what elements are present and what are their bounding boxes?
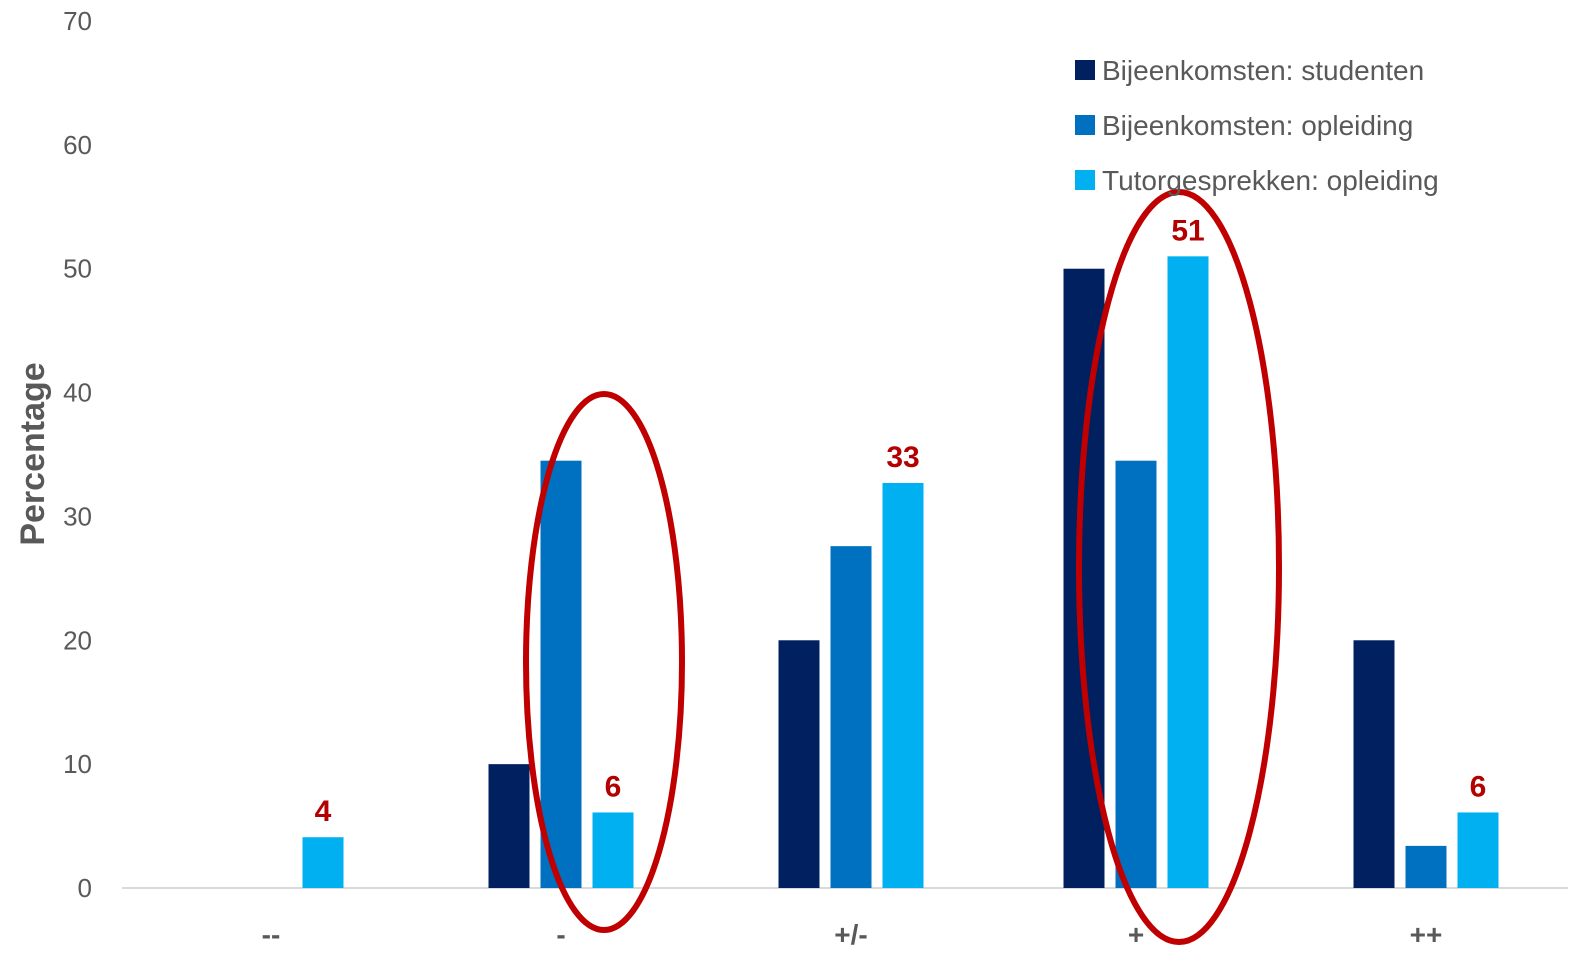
y-tick-label: 20 — [63, 625, 92, 655]
data-label: 6 — [605, 770, 622, 803]
x-tick-label: +/- — [834, 919, 867, 950]
data-label: 4 — [315, 795, 332, 828]
y-axis-ticks: 0 10 20 30 40 50 60 70 — [63, 6, 92, 903]
highlight-ellipse — [1076, 189, 1282, 945]
bar — [1167, 256, 1209, 888]
x-tick-label: - — [556, 919, 565, 950]
bar — [882, 482, 924, 888]
bar — [540, 460, 582, 888]
data-label: 33 — [886, 441, 919, 474]
y-tick-label: 60 — [63, 130, 92, 160]
bar — [1115, 460, 1157, 888]
y-axis-label: Percentage — [14, 362, 52, 545]
bars-group — [302, 256, 1499, 888]
legend-label: Bijeenkomsten: studenten — [1102, 55, 1424, 86]
legend-swatch — [1075, 170, 1095, 190]
y-tick-label: 10 — [63, 749, 92, 779]
bar — [1353, 640, 1395, 888]
data-label: 51 — [1171, 214, 1204, 247]
y-tick-label: 70 — [63, 6, 92, 36]
x-tick-label: ++ — [1410, 919, 1443, 950]
data-annotations: 4 6 33 51 6 — [315, 214, 1487, 828]
bar — [592, 812, 634, 888]
y-tick-label: 0 — [78, 873, 92, 903]
bar — [1457, 812, 1499, 888]
x-axis-ticks: -- - +/- + ++ — [262, 919, 1443, 950]
bar — [830, 546, 872, 888]
legend-label: Tutorgesprekken: opleiding — [1102, 165, 1439, 196]
x-tick-label: -- — [262, 919, 281, 950]
bar — [302, 837, 344, 888]
bar — [1405, 845, 1447, 888]
bar — [488, 764, 530, 888]
x-tick-label: + — [1128, 919, 1144, 950]
bar — [778, 640, 820, 888]
y-tick-label: 30 — [63, 501, 92, 531]
highlight-ellipse — [523, 391, 685, 933]
highlight-ellipses — [523, 189, 1282, 945]
legend-swatch — [1075, 115, 1095, 135]
legend-swatch — [1075, 60, 1095, 80]
data-label: 6 — [1470, 770, 1487, 803]
legend: Bijeenkomsten: studenten Bijeenkomsten: o… — [1075, 55, 1439, 196]
y-tick-label: 40 — [63, 378, 92, 408]
legend-label: Bijeenkomsten: opleiding — [1102, 110, 1413, 141]
y-tick-label: 50 — [63, 254, 92, 284]
